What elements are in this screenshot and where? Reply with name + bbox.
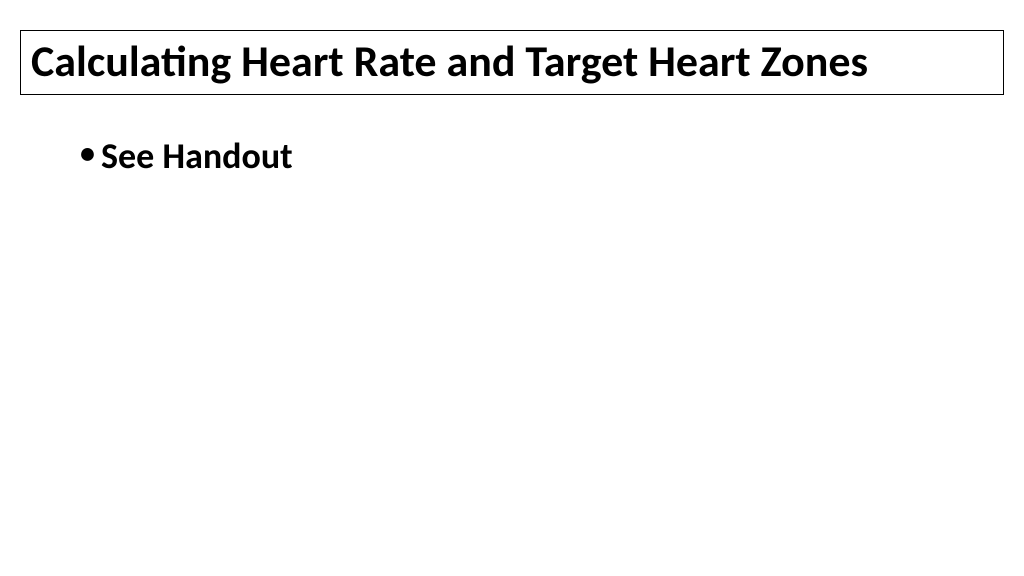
slide-title: Calculating Heart Rate and Target Heart … — [31, 35, 993, 88]
content-area: • See Handout — [20, 135, 1004, 178]
bullet-text: See Handout — [101, 135, 293, 178]
title-container: Calculating Heart Rate and Target Heart … — [20, 30, 1004, 95]
bullet-marker: • — [80, 135, 95, 173]
bullet-item: • See Handout — [80, 135, 1004, 178]
